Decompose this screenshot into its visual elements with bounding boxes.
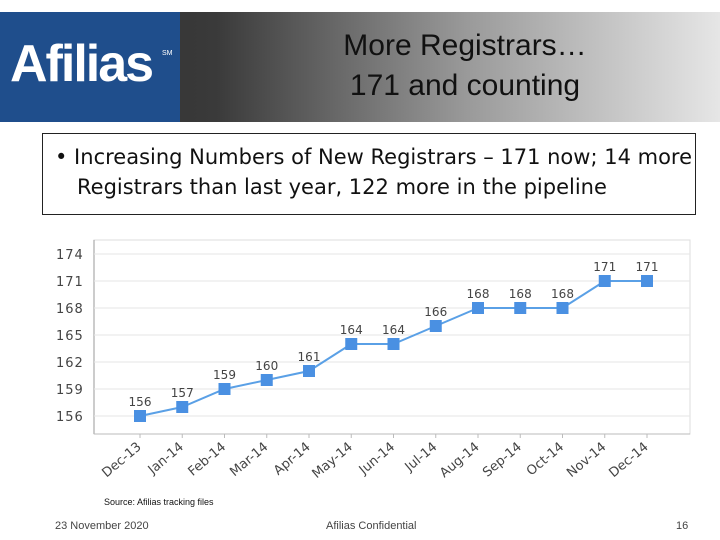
x-tick-label: Dec-13 [99,440,144,481]
data-label: 164 [382,323,405,337]
x-tick-label: Jun-14 [356,440,398,479]
data-point [134,410,146,422]
logo-service-mark: SM [162,50,173,57]
data-label: 168 [551,287,574,301]
data-point [514,302,527,314]
data-label: 156 [129,395,152,409]
data-point [303,365,315,377]
x-tick-label: Mar-14 [227,440,271,480]
data-label: 157 [171,386,194,400]
data-point [218,383,231,395]
header-banner: Afilias SM More Registrars… 171 and coun… [0,12,720,122]
bullet-box: • Increasing Numbers of New Registrars –… [42,133,696,215]
y-tick-label: 159 [56,383,84,398]
data-point [472,302,484,314]
logo: Afilias SM [0,12,180,122]
source-note: Source: Afilias tracking files [104,497,214,507]
y-tick-label: 168 [56,302,84,317]
data-label: 166 [424,305,447,319]
data-label: 159 [213,368,236,382]
x-tick-label: May-14 [309,440,355,482]
data-label: 168 [509,287,532,301]
y-tick-label: 165 [56,329,84,344]
x-tick-label: Dec-14 [606,440,651,481]
x-tick-label: Jan-14 [145,440,187,479]
data-point [598,275,611,287]
chart: 156 159 162 165 168 171 174 Dec-13 Jan-14 Feb-14 M… [36,232,696,502]
footer-date: 23 November 2020 [55,520,149,532]
title-line-1: More Registrars… [343,29,587,62]
x-tick-label: Apr-14 [271,440,314,479]
data-point [345,338,358,350]
bullet-text: • Increasing Numbers of New Registrars –… [55,145,693,199]
x-tick-label: Jul-14 [402,440,441,476]
logo-text: Afilias [10,35,154,93]
data-label: 168 [467,287,490,301]
data-point [641,275,653,287]
data-label: 161 [298,350,321,364]
x-tick-label: Feb-14 [186,440,230,480]
data-point [176,401,189,413]
x-tick-label: Aug-14 [437,440,482,481]
footer-confidential: Afilias Confidential [326,520,417,532]
title-line-2: 171 and counting [349,69,581,102]
y-tick-label: 162 [56,356,84,371]
y-tick-label: 171 [56,275,84,290]
data-label: 164 [340,323,363,337]
data-label: 171 [636,260,659,274]
x-tick-label: Oct-14 [524,440,567,480]
x-tick-label: Nov-14 [564,440,609,481]
y-tick-label: 174 [56,248,84,263]
data-point [556,302,569,314]
page-number: 16 [676,520,689,532]
x-tick-label: Sep-14 [480,440,525,481]
data-label: 160 [255,359,278,373]
data-label: 171 [593,260,616,274]
data-point [387,338,400,350]
data-point [429,320,442,332]
data-point [260,374,273,386]
slide-title: More Registrars… 171 and counting [300,26,630,106]
y-tick-label: 156 [56,410,84,425]
